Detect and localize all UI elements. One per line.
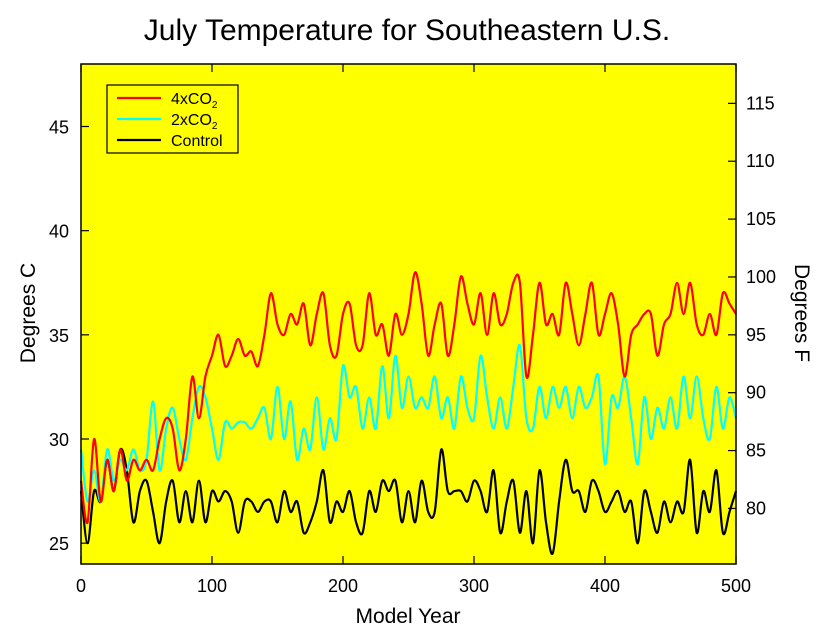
x-tick-label: 500 bbox=[721, 576, 751, 596]
chart-title: July Temperature for Southeastern U.S. bbox=[144, 14, 670, 47]
legend: 4xCO2 2xCO2 Control bbox=[106, 84, 239, 154]
y2-tick-label: 115 bbox=[746, 93, 775, 113]
legend-label-control: Control bbox=[171, 133, 223, 150]
y-tick-label: 40 bbox=[49, 222, 69, 242]
series-line-2xco2 bbox=[79, 343, 738, 503]
ticks-layer: 0 100 200 300 400 500 25 30 35 40 45 80 85 90 95 100 105… bbox=[49, 64, 776, 596]
x-tick-label: 0 bbox=[76, 576, 86, 596]
y-tick-label: 35 bbox=[49, 326, 69, 346]
y-axis-title: Degrees C bbox=[17, 263, 40, 363]
y2-tick-label: 105 bbox=[746, 209, 776, 229]
legend-label-2xco2: 2xCO2 bbox=[171, 112, 218, 132]
y-tick-label: 45 bbox=[49, 118, 69, 138]
series-layer bbox=[79, 271, 738, 555]
y2-axis-title: Degrees F bbox=[790, 264, 813, 362]
y-tick-label: 25 bbox=[49, 534, 69, 554]
y2-tick-label: 80 bbox=[746, 498, 766, 518]
y2-tick-label: 95 bbox=[746, 325, 766, 345]
y2-tick-label: 110 bbox=[746, 151, 775, 171]
plot-frame bbox=[80, 63, 737, 565]
legend-label-2xco2-sub: 2 bbox=[212, 121, 218, 132]
y2-tick-label: 90 bbox=[746, 383, 766, 403]
x-tick-label: 400 bbox=[590, 576, 620, 596]
x-tick-label: 200 bbox=[328, 576, 358, 596]
x-tick-label: 300 bbox=[459, 576, 489, 596]
legend-label-4xco2-sub: 2 bbox=[212, 100, 218, 111]
legend-label-2xco2-text: 2xCO bbox=[171, 112, 212, 129]
legend-label-4xco2-text: 4xCO bbox=[171, 91, 212, 108]
y-tick-label: 30 bbox=[49, 430, 69, 450]
x-axis-title: Model Year bbox=[355, 605, 460, 628]
x-tick-label: 100 bbox=[197, 576, 227, 596]
y2-tick-label: 85 bbox=[746, 441, 766, 461]
series-line-control bbox=[79, 447, 738, 555]
legend-label-4xco2: 4xCO2 bbox=[171, 91, 218, 111]
series-line-4xco2 bbox=[79, 271, 737, 524]
y2-tick-label: 100 bbox=[746, 267, 776, 287]
